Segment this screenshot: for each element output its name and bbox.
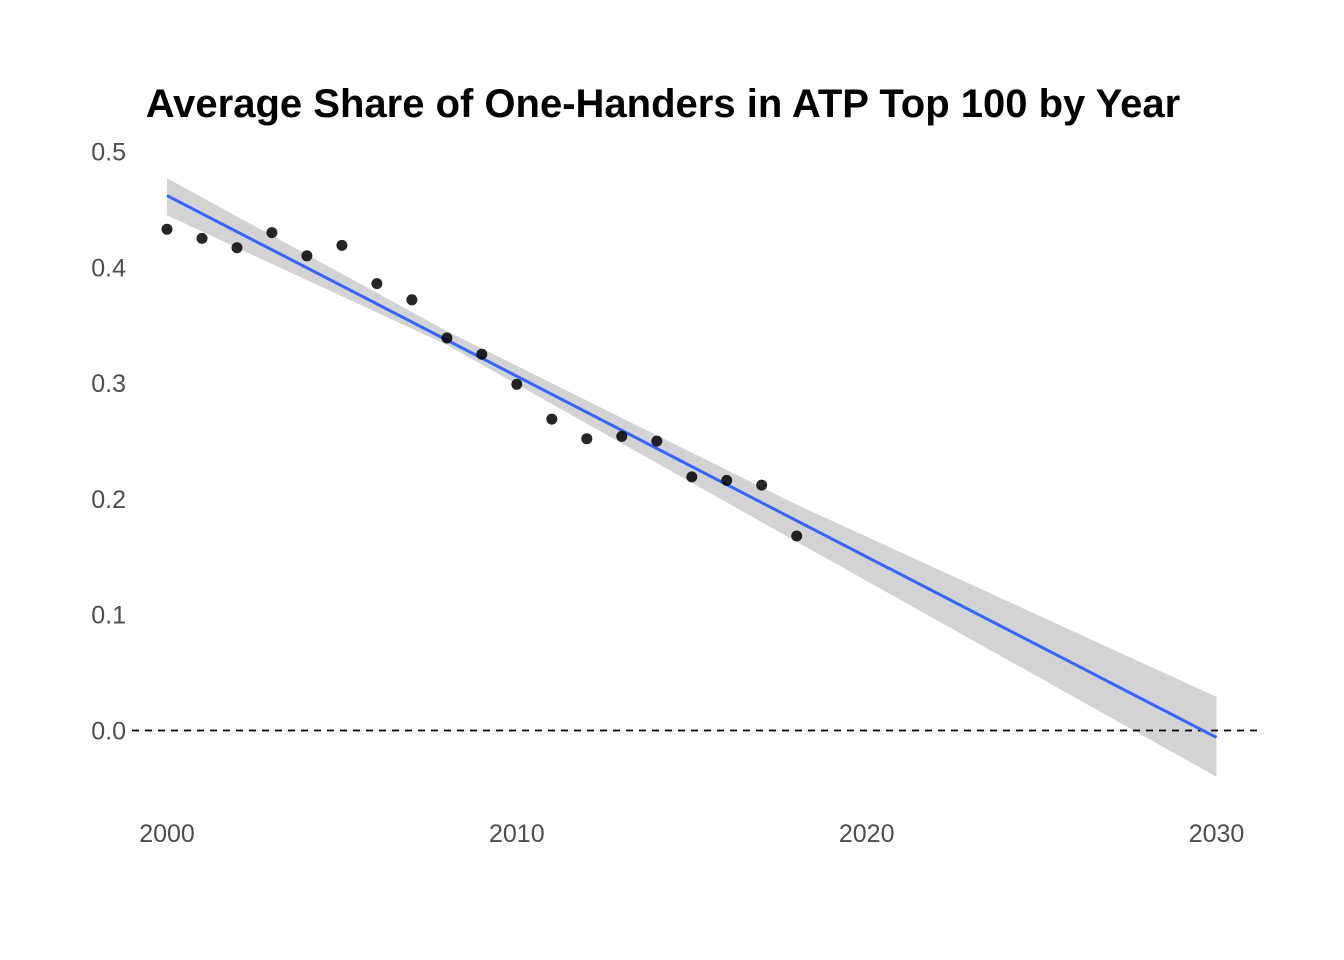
trend-line — [166, 194, 1218, 739]
data-point — [791, 530, 803, 542]
data-point — [476, 348, 488, 360]
data-point — [231, 242, 243, 254]
chart-title: Average Share of One-Handers in ATP Top … — [146, 82, 1180, 126]
y-tick-label: 0.4 — [91, 254, 126, 282]
x-tick-label: 2010 — [489, 820, 545, 848]
data-point — [301, 250, 313, 262]
data-point — [581, 433, 593, 445]
y-tick-label: 0.3 — [91, 370, 126, 398]
y-tick-label: 0.1 — [91, 602, 126, 630]
data-point — [686, 471, 698, 483]
data-point — [161, 223, 173, 235]
data-point — [616, 430, 628, 442]
plot-area — [132, 178, 1262, 777]
data-point — [511, 378, 523, 390]
x-tick-label: 2030 — [1189, 820, 1245, 848]
data-point — [546, 413, 558, 425]
data-point — [196, 232, 208, 244]
y-axis-tick-labels: 0.0 0.1 0.2 0.3 0.4 0.5 — [91, 139, 126, 746]
data-points — [161, 223, 803, 542]
x-axis-tick-labels: 2000 2010 2020 2030 — [139, 820, 1244, 848]
data-point — [371, 278, 383, 290]
data-point — [651, 435, 663, 447]
data-point — [721, 474, 733, 486]
data-point — [756, 479, 768, 491]
y-tick-label: 0.0 — [91, 718, 126, 746]
data-point — [336, 239, 348, 251]
y-tick-label: 0.2 — [91, 486, 126, 514]
x-tick-label: 2020 — [839, 820, 895, 848]
y-tick-label: 0.5 — [91, 139, 126, 167]
x-tick-label: 2000 — [139, 820, 195, 848]
data-point — [266, 227, 278, 239]
data-point — [441, 332, 453, 344]
data-point — [406, 294, 418, 306]
